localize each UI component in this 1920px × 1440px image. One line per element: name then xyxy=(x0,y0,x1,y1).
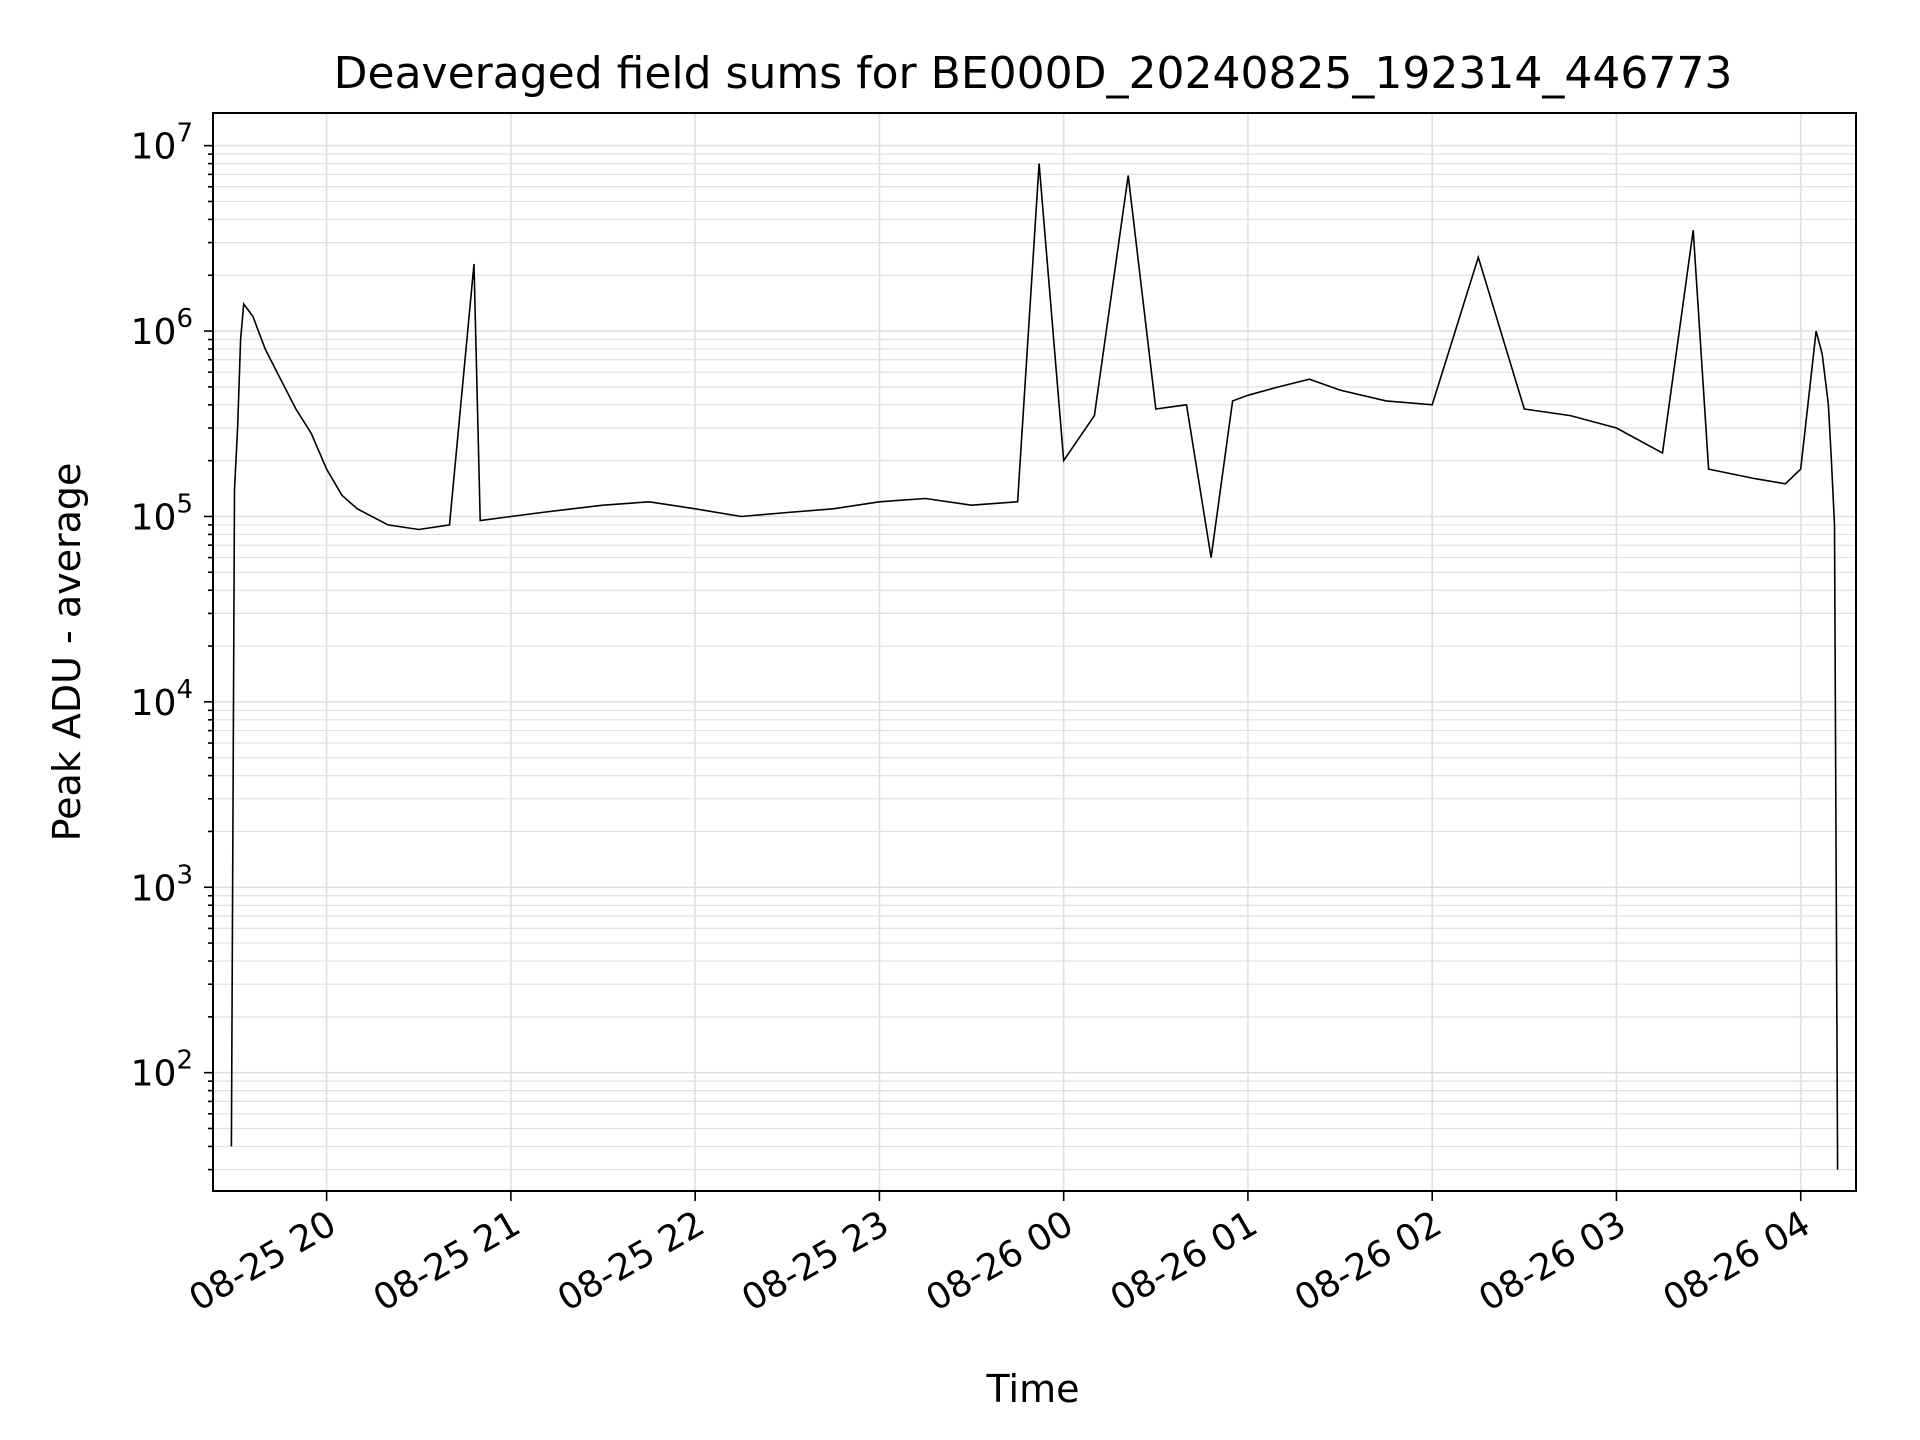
y-tick-exponent: 6 xyxy=(176,304,193,334)
plot-frame xyxy=(212,112,1857,1192)
y-tick-base: 10 xyxy=(131,497,177,538)
y-tick-label: 105 xyxy=(131,489,193,538)
x-tick-label: 08-26 03 xyxy=(1472,1203,1633,1319)
y-tick-exponent: 7 xyxy=(176,119,193,149)
y-tick-base: 10 xyxy=(131,1054,177,1095)
x-axis-label: Time xyxy=(986,1367,1080,1411)
x-axis: 08-25 20 08-25 21 08-25 22 08-25 23 08-26 00… xyxy=(182,1191,1817,1320)
x-grid xyxy=(325,113,1802,1191)
y-tick-base: 10 xyxy=(131,868,177,909)
x-tick-label: 08-25 21 xyxy=(367,1203,528,1319)
chart-title: Deaveraged field sums for BE000D_2024082… xyxy=(334,48,1733,99)
x-tick-label: 08-25 23 xyxy=(735,1203,896,1319)
series-line xyxy=(230,163,1839,1170)
y-tick-label: 104 xyxy=(131,675,193,724)
y-tick-label: 103 xyxy=(131,860,193,909)
y-tick-base: 10 xyxy=(131,683,177,724)
y-tick-label: 102 xyxy=(131,1046,193,1095)
y-tick-label: 106 xyxy=(131,304,193,353)
series-layer xyxy=(230,163,1839,1170)
x-tick-label: 08-26 04 xyxy=(1657,1203,1818,1319)
y-tick-label: 107 xyxy=(131,119,193,168)
y-tick-exponent: 2 xyxy=(176,1046,193,1076)
x-tick-label: 08-25 22 xyxy=(551,1203,712,1319)
x-tick-label: 08-25 20 xyxy=(182,1203,343,1319)
y-axis-label: Peak ADU - average xyxy=(45,463,89,842)
x-tick-label: 08-26 02 xyxy=(1288,1203,1449,1319)
x-tick-label: 08-26 01 xyxy=(1104,1203,1265,1319)
y-tick-exponent: 5 xyxy=(176,489,193,519)
y-tick-exponent: 4 xyxy=(176,675,193,705)
y-tick-exponent: 3 xyxy=(176,860,193,890)
grid xyxy=(213,144,1856,1171)
y-tick-base: 10 xyxy=(131,312,177,353)
y-tick-base: 10 xyxy=(131,127,177,168)
x-tick-label: 08-26 00 xyxy=(920,1203,1081,1319)
